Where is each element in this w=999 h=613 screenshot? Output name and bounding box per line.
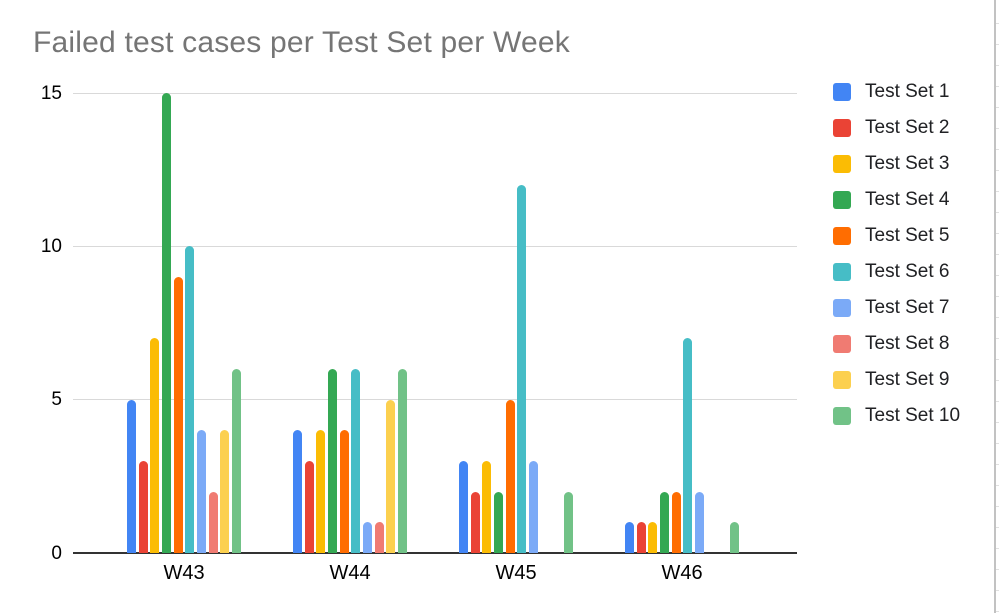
legend-item-set9: Test Set 9	[833, 369, 960, 390]
legend-label: Test Set 8	[865, 333, 950, 354]
bar-w43-set10	[232, 369, 242, 553]
legend-swatch-icon	[833, 299, 851, 317]
legend-label: Test Set 2	[865, 117, 950, 138]
legend-swatch-icon	[833, 191, 851, 209]
legend-swatch-icon	[833, 371, 851, 389]
y-axis-tick-label: 10	[40, 235, 62, 257]
legend-label: Test Set 4	[865, 189, 950, 210]
bar-w46-set7	[695, 491, 705, 553]
gridline-y5	[73, 399, 797, 401]
bar-w44-set8	[374, 522, 384, 553]
legend-item-set10: Test Set 10	[833, 405, 961, 426]
legend-swatch-icon	[833, 155, 851, 173]
legend-item-set7: Test Set 7	[833, 297, 960, 318]
bar-w43-set1	[126, 399, 136, 553]
bar-w43-set5	[173, 277, 183, 553]
bar-w45-set2	[470, 491, 480, 553]
bar-w46-set4	[659, 491, 669, 553]
bar-w46-set10	[730, 522, 740, 553]
bar-w44-set3	[316, 430, 326, 553]
bar-w46-set2	[636, 522, 646, 553]
spreadsheet-column-border	[994, 0, 996, 613]
y-axis-tick-label: 15	[40, 82, 62, 104]
chart-legend: Test Set 1 Test Set 2 Test Set 3 Test Set 4…	[833, 81, 961, 443]
legend-label: Test Set 6	[865, 261, 950, 282]
legend-swatch-icon	[833, 407, 851, 425]
bar-w43-set3	[150, 338, 160, 553]
bar-w44-set4	[327, 369, 337, 553]
chart-title: Failed test cases per Test Set per Week	[33, 26, 570, 59]
bar-w44-set2	[304, 461, 314, 553]
legend-item-set6: Test Set 6	[833, 261, 960, 282]
legend-item-set1: Test Set 1	[833, 81, 960, 102]
x-axis-tick-label: W45	[495, 562, 537, 584]
bar-w46-set6	[683, 338, 693, 553]
x-axis-tick-label: W44	[329, 562, 371, 584]
legend-item-set5: Test Set 5	[833, 225, 960, 246]
bar-w45-set5	[505, 399, 515, 553]
legend-label: Test Set 5	[865, 225, 950, 246]
legend-swatch-icon	[833, 335, 851, 353]
x-axis-tick-label: W43	[163, 562, 205, 584]
legend-label: Test Set 9	[865, 369, 950, 390]
legend-label: Test Set 1	[865, 81, 950, 102]
x-axis-line	[73, 552, 797, 554]
bar-w45-set10	[564, 491, 574, 553]
bar-w45-set6	[517, 185, 527, 553]
bar-w45-set3	[482, 461, 492, 553]
bar-w43-set2	[138, 461, 148, 553]
bar-w45-set7	[529, 461, 539, 553]
bar-w45-set4	[493, 491, 503, 553]
gridline-y10	[73, 245, 797, 247]
y-axis-tick-label: 5	[51, 389, 62, 411]
legend-swatch-icon	[833, 83, 851, 101]
legend-label: Test Set 10	[865, 405, 961, 426]
bar-w44-set7	[363, 522, 373, 553]
legend-swatch-icon	[833, 119, 851, 137]
bar-w44-set1	[292, 430, 302, 553]
legend-label: Test Set 3	[865, 153, 950, 174]
legend-item-set4: Test Set 4	[833, 189, 960, 210]
bar-w44-set5	[339, 430, 349, 553]
bar-w43-set7	[197, 430, 207, 553]
legend-label: Test Set 7	[865, 297, 950, 318]
bar-w44-set6	[351, 369, 361, 553]
legend-swatch-icon	[833, 227, 851, 245]
bar-w46-set5	[671, 491, 681, 553]
bar-w43-set4	[161, 93, 171, 553]
legend-item-set2: Test Set 2	[833, 117, 960, 138]
bar-w45-set1	[458, 461, 468, 553]
legend-item-set3: Test Set 3	[833, 153, 960, 174]
y-axis-tick-label: 0	[51, 542, 62, 564]
bar-w43-set6	[185, 246, 195, 553]
x-axis-tick-label: W46	[661, 562, 703, 584]
bar-w43-set9	[220, 430, 230, 553]
bar-w43-set8	[208, 491, 218, 553]
legend-item-set8: Test Set 8	[833, 333, 960, 354]
bar-w44-set10	[398, 369, 408, 553]
bar-w44-set9	[386, 399, 396, 553]
bar-w46-set3	[648, 522, 658, 553]
gridline-y15	[73, 92, 797, 94]
spreadsheet-row-gridlines	[996, 3, 999, 613]
bar-w46-set1	[624, 522, 634, 553]
legend-swatch-icon	[833, 263, 851, 281]
